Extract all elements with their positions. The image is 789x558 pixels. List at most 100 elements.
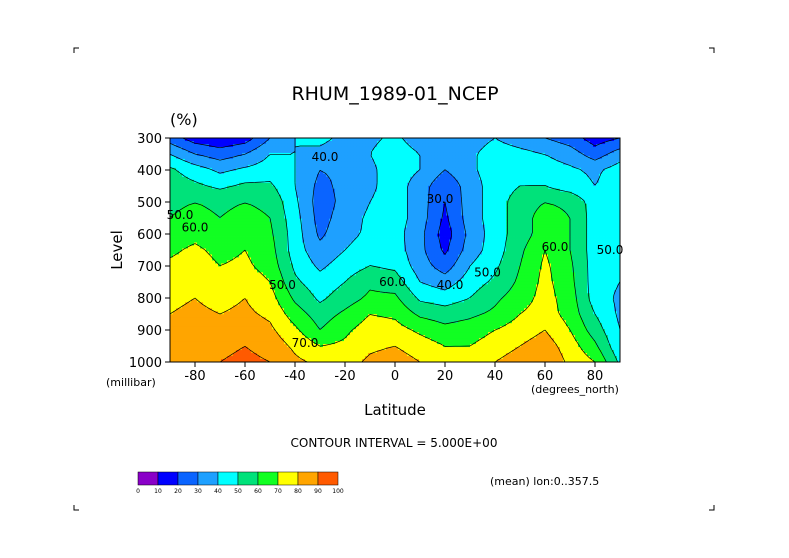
field-cell: [614, 191, 618, 196]
field-cell: [200, 188, 204, 193]
field-cell: [323, 152, 327, 157]
field-cell: [518, 146, 522, 151]
field-cell: [206, 200, 210, 205]
field-cell: [266, 143, 270, 148]
field-cell: [317, 176, 321, 181]
field-cell: [242, 227, 246, 231]
field-cell: [218, 185, 222, 190]
field-cell: [287, 176, 291, 181]
field-cell: [368, 191, 372, 196]
field-cell: [194, 206, 198, 211]
field-cell: [554, 224, 558, 228]
field-cell: [275, 173, 279, 178]
field-cell: [233, 194, 237, 199]
field-cell: [416, 206, 420, 211]
field-cell: [311, 218, 315, 223]
field-cell: [281, 143, 285, 148]
field-cell: [512, 224, 516, 228]
field-cell: [365, 218, 369, 223]
field-cell: [482, 140, 486, 145]
field-cell: [245, 143, 249, 148]
field-cell: [188, 209, 192, 214]
field-cell: [293, 194, 297, 199]
field-cell: [263, 146, 267, 151]
field-cell: [482, 143, 486, 148]
field-cell: [341, 138, 345, 142]
field-cell: [566, 209, 570, 214]
field-cell: [560, 206, 564, 211]
field-cell: [494, 230, 498, 234]
field-cell: [320, 215, 324, 220]
field-cell: [284, 161, 288, 166]
field-cell: [446, 161, 450, 166]
field-cell: [197, 236, 201, 240]
field-cell: [485, 143, 489, 148]
field-cell: [248, 188, 252, 193]
field-cell: [290, 215, 294, 220]
field-cell: [500, 203, 504, 208]
field-cell: [320, 167, 324, 172]
field-cell: [461, 149, 465, 154]
field-cell: [236, 167, 240, 172]
field-cell: [431, 230, 435, 234]
field-cell: [251, 143, 255, 148]
field-cell: [398, 167, 402, 172]
field-cell: [437, 179, 441, 184]
field-cell: [386, 176, 390, 181]
field-cell: [386, 188, 390, 193]
field-cell: [467, 191, 471, 196]
field-cell: [572, 194, 576, 199]
field-cell: [308, 170, 312, 175]
field-cell: [335, 188, 339, 193]
field-cell: [467, 209, 471, 214]
field-cell: [572, 161, 576, 166]
field-cell: [491, 203, 495, 208]
field-cell: [329, 221, 333, 226]
field-cell: [458, 218, 462, 223]
field-cell: [605, 200, 609, 205]
field-cell: [221, 188, 225, 193]
field-cell: [473, 138, 477, 142]
field-cell: [494, 164, 498, 169]
field-cell: [242, 197, 246, 202]
field-cell: [248, 230, 252, 234]
field-cell: [173, 206, 177, 211]
field-cell: [236, 227, 240, 231]
field-cell: [503, 155, 507, 160]
field-cell: [611, 188, 615, 193]
field-cell: [326, 218, 330, 223]
field-cell: [563, 155, 567, 160]
field-cell: [524, 203, 528, 208]
field-cell: [509, 161, 513, 166]
field-cell: [497, 158, 501, 163]
field-cell: [236, 224, 240, 228]
field-cell: [281, 203, 285, 208]
field-cell: [281, 233, 285, 237]
field-cell: [203, 173, 207, 178]
field-cell: [326, 215, 330, 220]
field-cell: [572, 218, 576, 223]
field-cell: [344, 209, 348, 214]
field-cell: [569, 173, 573, 178]
field-cell: [383, 164, 387, 169]
field-cell: [320, 170, 324, 175]
field-cell: [455, 194, 459, 199]
field-cell: [539, 140, 543, 145]
field-cell: [290, 218, 294, 223]
field-cell: [593, 221, 597, 226]
field-cell: [266, 194, 270, 199]
field-cell: [383, 179, 387, 184]
field-cell: [224, 140, 228, 145]
field-cell: [218, 191, 222, 196]
field-cell: [272, 146, 276, 151]
field-cell: [251, 191, 255, 196]
field-cell: [551, 221, 555, 226]
field-cell: [557, 233, 561, 237]
field-cell: [176, 138, 180, 142]
field-cell: [617, 143, 621, 148]
field-cell: [236, 188, 240, 193]
field-cell: [524, 146, 528, 151]
field-cell: [587, 158, 591, 163]
field-cell: [458, 194, 462, 199]
field-cell: [197, 221, 201, 226]
